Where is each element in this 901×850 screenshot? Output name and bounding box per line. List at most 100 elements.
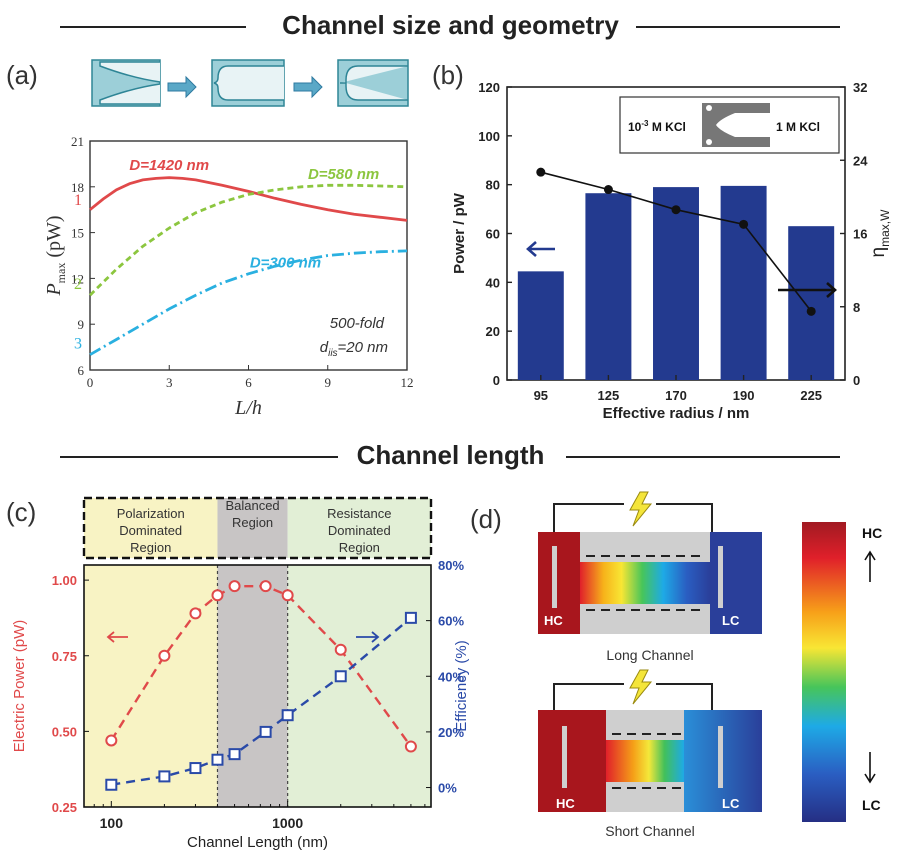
series-line-a-2	[89, 183, 408, 297]
scale-lc-label: LC	[862, 797, 881, 813]
y2-axis-label-c: Efficiency (%)	[453, 640, 470, 731]
panel-tag-d: (d)	[470, 504, 502, 534]
bar-b	[788, 226, 835, 380]
y2-tick-label-b: 16	[853, 227, 867, 242]
annotation-fold-a: 500-fold	[330, 315, 385, 332]
y2-tick-label-c: 80%	[438, 558, 464, 573]
efficiency-point-c	[158, 770, 171, 783]
x-tick-label-a: 3	[166, 375, 173, 390]
long-lc-label: LC	[722, 613, 740, 628]
chart-c: Polarization Dominated Region Balanced Regio…	[11, 496, 470, 850]
y-axis-label-b: Power / pW	[451, 192, 468, 274]
y-tick-label-a: 15	[71, 226, 84, 241]
bar-b	[517, 271, 564, 380]
bar-b	[585, 193, 632, 380]
power-point-c	[158, 649, 171, 662]
inset-electrode-top-b	[706, 105, 712, 111]
y-tick-label-a: 6	[78, 363, 85, 378]
series-tag-a-1: 1	[74, 192, 82, 209]
region-label-c: Region	[339, 540, 380, 555]
scale-hc-label: HC	[862, 525, 882, 541]
section-rule-top-left	[60, 26, 246, 28]
power-point-c	[228, 580, 241, 593]
x-tick-label-a: 9	[325, 375, 332, 390]
region-label-c: Dominated	[328, 523, 391, 538]
bar-b	[653, 187, 699, 380]
y-tick-label-b: 40	[486, 275, 500, 290]
region-label-c: Dominated	[119, 523, 182, 538]
section-rule-bottom-left	[60, 456, 338, 458]
x-tick-label-b: 170	[665, 388, 687, 403]
long-channel-diagram: HC LC Long Channel	[538, 491, 762, 663]
channel-schematic: HC LC Long Channel HC LC Short Channel H…	[538, 491, 882, 839]
inset-right-label-b: 1 M KCl	[776, 120, 820, 134]
y-tick-label-b: 20	[486, 324, 500, 339]
annotation-dis-a: diis=20 nm	[320, 339, 388, 359]
power-point-c	[259, 580, 272, 593]
x-tick-label-b: 190	[733, 388, 755, 403]
efficiency-point-b	[603, 185, 613, 195]
arrow-left-icon	[106, 631, 128, 643]
x-tick-label-b: 125	[598, 388, 620, 403]
y-tick-label-a: 12	[71, 271, 84, 286]
y-tick-label-b: 0	[493, 373, 500, 388]
x-tick-label-a: 0	[87, 375, 94, 390]
y2-tick-label-c: 40%	[438, 669, 464, 684]
panel-tag-c: (c)	[6, 497, 37, 527]
bar-b	[720, 185, 767, 380]
efficiency-point-b	[671, 205, 681, 215]
panel-tag-a: (a)	[6, 60, 38, 90]
x-axis-label-c: Channel Length (nm)	[187, 834, 328, 850]
short-channel-diagram: HC LC Short Channel	[538, 669, 762, 839]
efficiency-point-c	[228, 748, 241, 761]
y2-tick-label-b: 24	[853, 153, 868, 168]
efficiency-point-c	[189, 762, 202, 775]
y-tick-label-a: 9	[78, 317, 85, 332]
efficiency-point-c	[404, 611, 417, 624]
y2-tick-label-c: 20%	[438, 725, 464, 740]
y2-tick-label-b: 8	[853, 300, 860, 315]
long-channel-caption: Long Channel	[606, 647, 693, 663]
region-label-c: Resistance	[327, 506, 391, 521]
y-tick-label-b: 80	[486, 178, 500, 193]
x-axis-label-b: Effective radius / nm	[603, 405, 750, 422]
arrow-right-icon	[356, 631, 380, 643]
y-tick-label-a: 18	[71, 180, 84, 195]
power-point-c	[211, 589, 224, 602]
power-point-c	[105, 734, 118, 747]
x-tick-label-c: 1000	[272, 815, 303, 831]
lightning-icon	[629, 669, 653, 705]
series-name-a-3: D=300 nm	[250, 255, 321, 272]
section-title-length: Channel length	[0, 440, 901, 471]
y-tick-label-a: 21	[71, 134, 84, 149]
efficiency-point-c	[281, 709, 294, 722]
region-header-c	[287, 498, 431, 558]
region-label-c: Balanced	[225, 498, 279, 513]
inset-left-label-b: 10-3 M KCl	[628, 119, 686, 134]
short-lc-label: LC	[722, 796, 740, 811]
x-tick-label-b: 95	[534, 388, 548, 403]
series-tag-a-3: 3	[74, 336, 82, 353]
region-bg-c	[217, 565, 288, 807]
chart-b: 0 20 40 60 80 100 120 0 8 16 24 32 95 125 170 190 225 Eff…	[451, 80, 892, 422]
y-tick-label-c: 0.75	[52, 649, 77, 664]
arrow-down-icon	[864, 752, 876, 784]
efficiency-point-b	[739, 219, 749, 229]
efficiency-point-b	[806, 306, 816, 316]
y-axis-label-a: Pmax (pW)	[43, 215, 68, 296]
y-tick-label-c: 0.25	[52, 800, 77, 815]
y2-axis-label-b: ηmax,W	[868, 209, 892, 258]
efficiency-point-c	[211, 753, 224, 766]
x-tick-label-c: 100	[100, 815, 124, 831]
region-header-frame-c	[82, 496, 433, 560]
region-bg-c	[287, 565, 431, 807]
short-channel-caption: Short Channel	[605, 823, 695, 839]
region-label-c: Region	[130, 540, 171, 555]
x-tick-label-a: 6	[245, 375, 252, 390]
series-line-a-3	[89, 249, 408, 356]
y-tick-label-b: 120	[478, 80, 500, 95]
panel-tag-b: (b)	[432, 60, 464, 90]
arrow-left-icon	[526, 241, 555, 257]
series-name-a-1: D=1420 nm	[129, 157, 209, 174]
arrow-up-icon	[864, 550, 876, 582]
